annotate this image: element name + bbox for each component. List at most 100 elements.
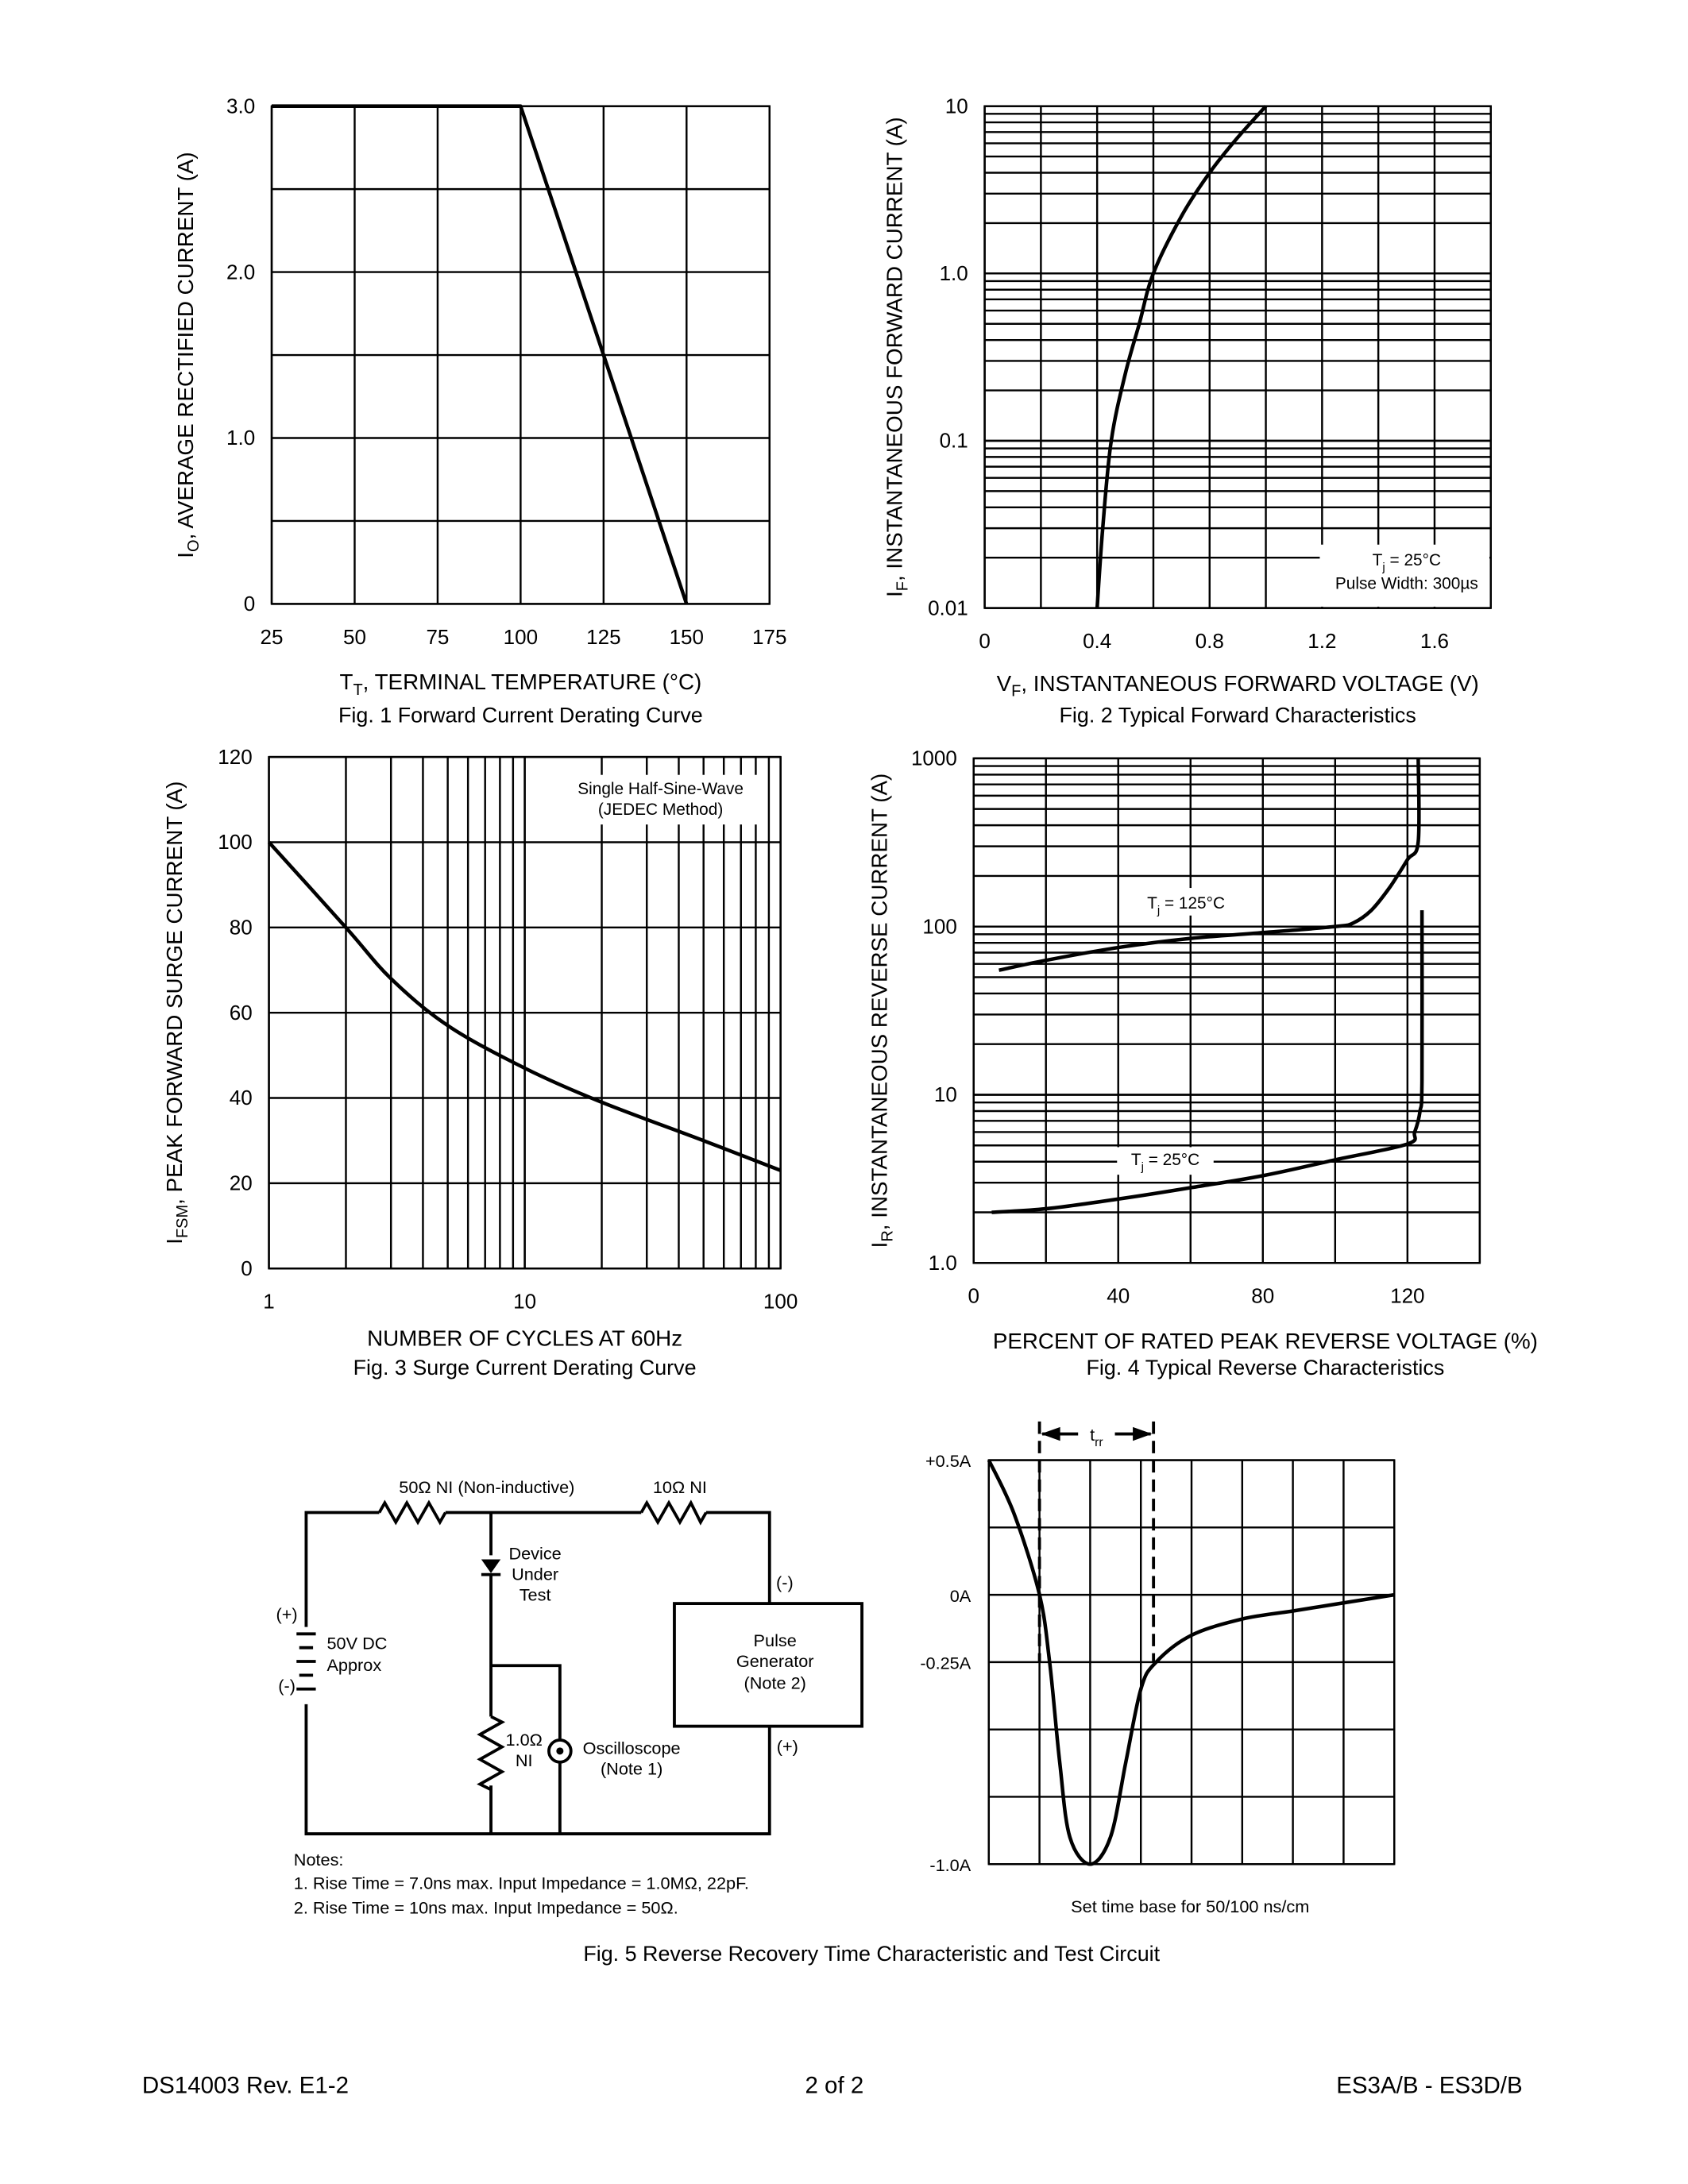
x-axis-label: VF, INSTANTANEOUS FORWARD VOLTAGE (V) xyxy=(997,671,1479,700)
y-tick-label: 100 xyxy=(218,830,252,854)
y-tick-label: 0.01 xyxy=(928,596,968,619)
y-axis-label: IF, INSTANTANEOUS FORWARD CURRENT (A) xyxy=(882,117,911,597)
x-tick-label: 50 xyxy=(343,625,366,649)
scope-label-2: (Note 1) xyxy=(601,1758,662,1778)
y-tick-label: 20 xyxy=(230,1171,253,1195)
series-line-1 xyxy=(1095,105,1268,608)
pulse-gen-plus-label: (+) xyxy=(777,1737,798,1757)
plot-frame xyxy=(983,105,1492,609)
plot-frame xyxy=(972,757,1481,1264)
battery-icon xyxy=(296,1632,316,1691)
series-line-1 xyxy=(267,840,782,1172)
y-axis-label: IR, INSTANTANEOUS REVERSE CURRENT (A) xyxy=(867,774,896,1248)
y-axis-label-part: I xyxy=(882,591,906,597)
trr-label: trr xyxy=(1090,1425,1103,1449)
annotation-part: (JEDEC Method) xyxy=(598,801,723,819)
y-tick-label: 10 xyxy=(945,94,968,118)
y-tick-label: 120 xyxy=(218,745,252,769)
y-tick-label: 60 xyxy=(230,1001,253,1024)
plot-frame xyxy=(987,1459,1396,1866)
x-tick-label: 100 xyxy=(763,1290,798,1314)
x-axis-label-part: T xyxy=(353,681,362,699)
y-axis-label-part: F xyxy=(894,581,911,591)
r10-label: 10Ω NI xyxy=(653,1477,707,1497)
annotation-part: Single Half-Sine-Wave xyxy=(577,780,744,798)
annotation: (JEDEC Method) xyxy=(598,801,723,819)
y-axis-label-part: , INSTANTANEOUS FORWARD CURRENT (A) xyxy=(882,117,906,581)
dut-label-2: Under xyxy=(512,1565,558,1584)
chart-1: 25 50 75 100 125 150 175 0 1.0 2.0 3.0 IO, AVERAGE … xyxy=(173,94,786,727)
x-tick-label: 100 xyxy=(504,625,538,649)
x-tick-label: 80 xyxy=(1251,1284,1274,1308)
trr-label-part: rr xyxy=(1095,1436,1103,1449)
arrow-left-icon xyxy=(1041,1426,1060,1441)
x-tick-label: 120 xyxy=(1390,1284,1424,1308)
series-label-25c: Tj = 25°C xyxy=(1131,1151,1199,1174)
x-tick-label: 1.2 xyxy=(1308,629,1336,653)
series-label-25c-part: = 25°C xyxy=(1144,1151,1199,1169)
arrow-right-icon xyxy=(1133,1426,1153,1441)
x-tick-label: 0 xyxy=(979,629,990,653)
x-tick-label: 150 xyxy=(670,625,704,649)
battery-label-1: 50V DC xyxy=(326,1633,387,1653)
y-tick-label: 1.0 xyxy=(226,426,255,450)
x-tick-label: 125 xyxy=(586,625,620,649)
pulse-gen-minus-label: (-) xyxy=(776,1572,794,1592)
chart-5: +0.5A 0A -0.25A -1.0A trr Set time base for 5… xyxy=(920,1421,1396,1916)
pulse-generator-box xyxy=(673,1602,863,1728)
y-tick-label: 0A xyxy=(950,1586,971,1606)
annotation: Single Half-Sine-Wave xyxy=(577,780,744,798)
label-bg xyxy=(1134,888,1239,916)
label-bg xyxy=(1117,1147,1214,1175)
x-tick-label: 1 xyxy=(263,1290,274,1314)
battery-label-2: Approx xyxy=(326,1655,381,1675)
pulse-gen-label-3: (Note 2) xyxy=(744,1673,806,1693)
x-axis-label-part: F xyxy=(1011,683,1021,700)
y-tick-label: 80 xyxy=(230,916,253,940)
oscilloscope-probe-icon xyxy=(547,1738,573,1764)
y-axis-label-part: , AVERAGE RECTIFIED CURRENT (A) xyxy=(173,152,198,539)
series-label-125c-part: j xyxy=(1157,904,1160,917)
y-axis-label: IO, AVERAGE RECTIFIED CURRENT (A) xyxy=(173,152,203,558)
series-line-1 xyxy=(999,758,1421,972)
x-tick-label: 0.8 xyxy=(1196,629,1224,653)
y-axis-label: IFSM, PEAK FORWARD SURGE CURRENT (A) xyxy=(162,781,191,1244)
y-tick-label: -0.25A xyxy=(920,1653,971,1673)
y-tick-label: 1.0 xyxy=(940,261,968,285)
y-axis-label-part: R xyxy=(879,1230,896,1241)
x-tick-label: 1.6 xyxy=(1420,629,1449,653)
series-label-25c-part: j xyxy=(1141,1160,1144,1174)
scope-label-1: Oscilloscope xyxy=(583,1738,681,1758)
annotation-part: T xyxy=(1373,551,1383,569)
x-tick-label: 40 xyxy=(1107,1284,1130,1308)
x-tick-label: 25 xyxy=(261,625,284,649)
diode-icon xyxy=(481,1559,501,1576)
battery-minus-label: (-) xyxy=(278,1676,295,1696)
series-label-125c: Tj = 125°C xyxy=(1147,894,1225,917)
plot-frame xyxy=(268,755,782,1270)
footer-part-number: ES3A/B - ES3D/B xyxy=(1336,2072,1522,2098)
x-axis-label-part: PERCENT OF RATED PEAK REVERSE VOLTAGE (%… xyxy=(993,1329,1538,1353)
y-axis-label-part: FSM xyxy=(174,1205,191,1238)
resistor-1ohm-icon xyxy=(477,1715,506,1792)
annotation-part: j xyxy=(1381,561,1385,574)
circuit-wires xyxy=(304,1511,771,1835)
series-label-125c-part: = 125°C xyxy=(1160,894,1225,913)
x-tick-label: 0.4 xyxy=(1083,629,1111,653)
figure-caption: Fig. 3 Surge Current Derating Curve xyxy=(353,1356,697,1379)
chart-4: 0 40 80 120 1.0 10 100 1000 IR, INSTANTANEOUS RE… xyxy=(867,747,1538,1379)
dut-label-3: Test xyxy=(520,1585,551,1605)
y-axis-label-part: O xyxy=(185,539,203,552)
series-label-25c-part: T xyxy=(1131,1151,1141,1169)
battery-plus-label: (+) xyxy=(276,1604,298,1624)
series-line-1 xyxy=(272,104,689,605)
series-line-1 xyxy=(987,1459,1395,1866)
annotation-part: Pulse Width: 300µs xyxy=(1335,574,1478,592)
time-base-note: Set time base for 50/100 ns/cm xyxy=(1071,1897,1309,1916)
y-tick-label: 10 xyxy=(934,1082,957,1106)
x-axis-label: NUMBER OF CYCLES AT 60Hz xyxy=(367,1325,682,1350)
y-axis-label-part: , PEAK FORWARD SURGE CURRENT (A) xyxy=(162,781,187,1205)
notes-title: Notes: xyxy=(294,1850,344,1870)
